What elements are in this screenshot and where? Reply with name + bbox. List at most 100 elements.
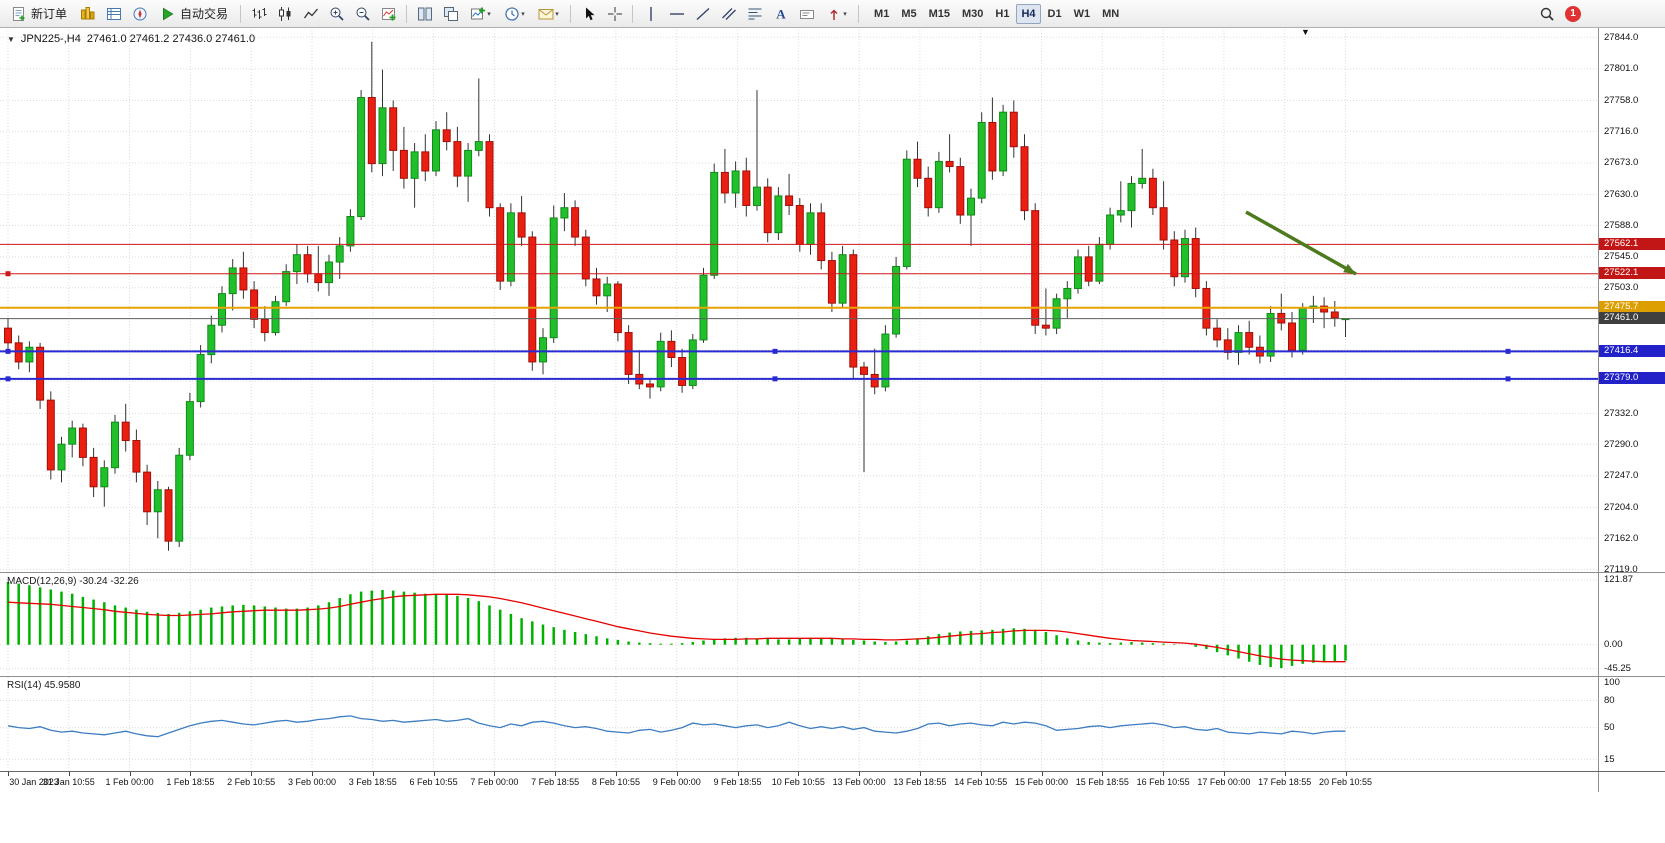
toolbar-right-group: 1 <box>1534 3 1581 25</box>
candlestick-chart-button[interactable] <box>272 3 297 25</box>
time-axis-label: 15 Feb 18:55 <box>1075 777 1129 787</box>
notification-badge[interactable]: 1 <box>1565 5 1581 22</box>
label-tool-button[interactable] <box>794 3 819 25</box>
text-label-icon <box>799 9 814 19</box>
axis-label: 27503.0 <box>1604 282 1639 294</box>
tile-windows-button[interactable] <box>412 3 437 25</box>
rsi-panel[interactable]: RSI(14) 45.9580 <box>0 677 1598 771</box>
channel-icon <box>721 7 736 20</box>
fibonacci-tool-button[interactable] <box>742 3 767 25</box>
text-tool-button[interactable]: A <box>768 3 793 25</box>
search-button[interactable] <box>1534 3 1559 25</box>
collapse-chart-icon[interactable]: ▼ <box>7 34 15 44</box>
timeframe-button-w1[interactable]: W1 <box>1069 4 1096 24</box>
chevron-down-icon: ▾ <box>843 10 847 18</box>
time-axis-tick <box>1223 772 1225 776</box>
profiles-button[interactable]: ▾ <box>498 3 531 25</box>
time-axis-label: 30 Jan 2023 <box>9 777 59 787</box>
grid-layer <box>0 573 1598 675</box>
templates-button[interactable]: ▾ <box>532 3 565 25</box>
time-axis-label: 1 Feb 18:55 <box>166 777 215 787</box>
axis-label: 27758.0 <box>1604 94 1639 106</box>
autotrading-button[interactable]: 自动交易 <box>153 3 235 25</box>
price-line-label: 27562.1 <box>1599 237 1665 250</box>
rsi-chart[interactable] <box>0 677 1598 771</box>
vertical-line-tool-button[interactable] <box>638 3 663 25</box>
arrow-shape-icon <box>830 8 838 20</box>
panel-divider[interactable] <box>0 676 1665 677</box>
price-line-label: 27416.4 <box>1599 344 1665 357</box>
candlestick-chart[interactable] <box>0 27 1598 572</box>
horizontal-line-tool-button[interactable] <box>664 3 689 25</box>
time-axis-label: 31 Jan 10:55 <box>42 777 95 787</box>
crosshair-button[interactable] <box>602 3 627 25</box>
time-axis-tick <box>798 772 800 776</box>
axis-label: 27716.0 <box>1604 125 1639 137</box>
macd-label: MACD(12,26,9) -30.24 -32.26 <box>7 576 139 587</box>
chart-title: ▼ JPN225-,H4 27461.0 27461.2 27436.0 274… <box>7 33 255 45</box>
chart-shift-marker[interactable]: ▼ <box>1301 27 1310 37</box>
time-axis-tick <box>372 772 374 776</box>
main-chart-panel[interactable]: ▼ JPN225-,H4 27461.0 27461.2 27436.0 274… <box>0 27 1598 572</box>
fibonacci-icon <box>748 8 762 19</box>
axis-label: 100 <box>1604 676 1620 688</box>
grid-layer <box>0 27 1598 572</box>
arrows-tool-button[interactable]: ▾ <box>820 3 853 25</box>
time-axis-tick <box>251 772 253 776</box>
new-chart-button[interactable]: ▾ <box>464 3 497 25</box>
data-window-button[interactable] <box>101 3 126 25</box>
chevron-down-icon: ▾ <box>555 10 559 18</box>
axis-label: 15 <box>1604 753 1615 765</box>
symbol-period-label: JPN225-,H4 <box>20 33 81 45</box>
indicators-button[interactable] <box>376 3 401 25</box>
bar-chart-icon <box>252 7 267 19</box>
time-axis-label: 10 Feb 10:55 <box>771 777 825 787</box>
time-axis-label: 6 Feb 10:55 <box>409 777 458 787</box>
line-chart-button[interactable] <box>298 3 323 25</box>
new-order-icon <box>13 6 25 21</box>
panel-divider[interactable] <box>0 572 1665 573</box>
trendline-tool-button[interactable] <box>690 3 715 25</box>
timeframe-button-m30[interactable]: M30 <box>957 4 988 24</box>
timeframe-button-h1[interactable]: H1 <box>990 4 1014 24</box>
time-axis-tick <box>433 772 435 776</box>
market-watch-button[interactable] <box>75 3 100 25</box>
time-axis-tick <box>555 772 557 776</box>
bar-chart-button[interactable] <box>246 3 271 25</box>
timeframe-button-m15[interactable]: M15 <box>924 4 955 24</box>
time-axis-label: 3 Feb 00:00 <box>287 777 336 787</box>
timeframe-button-d1[interactable]: D1 <box>1043 4 1067 24</box>
macd-panel[interactable]: MACD(12,26,9) -30.24 -32.26 <box>0 573 1598 675</box>
cascade-windows-button[interactable] <box>438 3 463 25</box>
time-axis-label: 13 Feb 18:55 <box>893 777 947 787</box>
horizontal-lines-layer[interactable] <box>0 243 1598 382</box>
trend-arrow-annotation[interactable] <box>1245 210 1357 276</box>
cursor-button[interactable] <box>576 3 601 25</box>
time-axis-label: 9 Feb 00:00 <box>652 777 701 787</box>
timeframe-button-m1[interactable]: M1 <box>869 4 894 24</box>
channel-tool-button[interactable] <box>716 3 741 25</box>
crosshair-icon <box>607 6 622 21</box>
axis-label: 27844.0 <box>1604 31 1639 43</box>
data-window-icon <box>106 7 121 20</box>
timeframe-button-m5[interactable]: M5 <box>896 4 921 24</box>
axis-label: 80 <box>1604 695 1615 706</box>
new-order-button[interactable]: 新订单 <box>4 3 74 25</box>
tile-windows-icon <box>417 7 432 20</box>
zoom-out-icon <box>356 7 370 21</box>
chevron-down-icon: ▾ <box>521 10 525 18</box>
timeframe-toolbar: M1 M5 M15 M30 H1 H4 D1 W1 MN <box>868 3 1125 24</box>
toolbar: 新订单 自动交易 ▾ ▾ ▾ A ▾ M1 M5 M15 M30 H1 H4 D1 W1 MN … <box>0 0 1665 28</box>
axis-label: 27332.0 <box>1604 407 1639 419</box>
navigator-button[interactable] <box>127 3 152 25</box>
zoom-out-button[interactable] <box>350 3 375 25</box>
zoom-in-button[interactable] <box>324 3 349 25</box>
price-axis[interactable]: 27844.0 27801.0 27758.0 27716.0 27673.0 27630… <box>1598 27 1665 792</box>
macd-chart[interactable] <box>0 573 1598 675</box>
time-axis-tick <box>615 772 617 776</box>
timeframe-button-h4[interactable]: H4 <box>1016 3 1041 24</box>
time-axis[interactable]: 30 Jan 2023 31 Jan 10:55 1 Feb 00:00 1 Feb … <box>0 772 1598 792</box>
ohlc-values-label: 27461.0 27461.2 27436.0 27461.0 <box>86 33 256 45</box>
timeframe-button-mn[interactable]: MN <box>1097 4 1124 24</box>
time-axis-tick <box>494 772 496 776</box>
